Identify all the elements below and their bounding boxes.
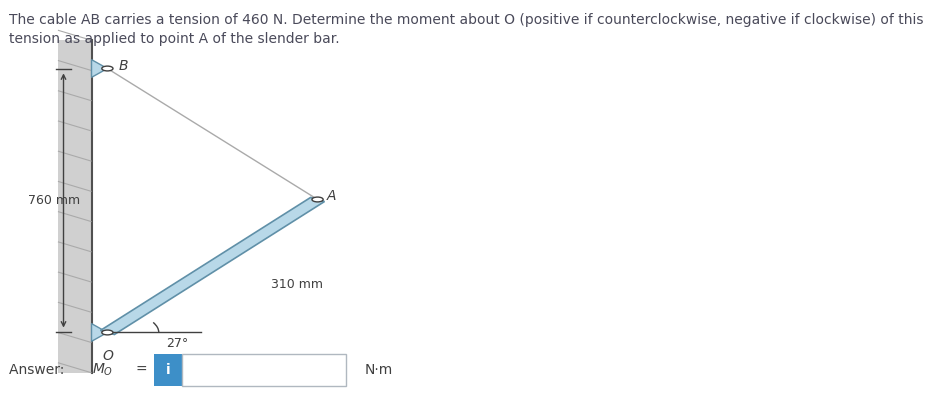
- Text: tension as applied to point A of the slender bar.: tension as applied to point A of the sle…: [9, 32, 340, 46]
- Polygon shape: [101, 197, 324, 334]
- Bar: [58, 40, 92, 373]
- Text: A: A: [327, 189, 336, 203]
- Text: $M_O$: $M_O$: [92, 362, 113, 378]
- Text: O: O: [102, 349, 113, 364]
- Circle shape: [102, 66, 113, 71]
- Text: 310 mm: 310 mm: [271, 278, 323, 291]
- Text: N·m: N·m: [364, 363, 392, 377]
- Text: i: i: [166, 363, 170, 377]
- Circle shape: [102, 330, 113, 335]
- Circle shape: [312, 197, 323, 202]
- Polygon shape: [92, 60, 107, 77]
- Polygon shape: [92, 324, 107, 341]
- Text: 760 mm: 760 mm: [28, 194, 80, 207]
- Text: 27°: 27°: [166, 337, 189, 350]
- Text: The cable AB carries a tension of 460 N. Determine the moment about O (positive : The cable AB carries a tension of 460 N.…: [9, 13, 924, 27]
- Text: =: =: [135, 363, 147, 377]
- Text: B: B: [119, 60, 128, 73]
- FancyBboxPatch shape: [154, 354, 182, 386]
- FancyBboxPatch shape: [182, 354, 346, 386]
- Text: Answer:: Answer:: [9, 363, 69, 377]
